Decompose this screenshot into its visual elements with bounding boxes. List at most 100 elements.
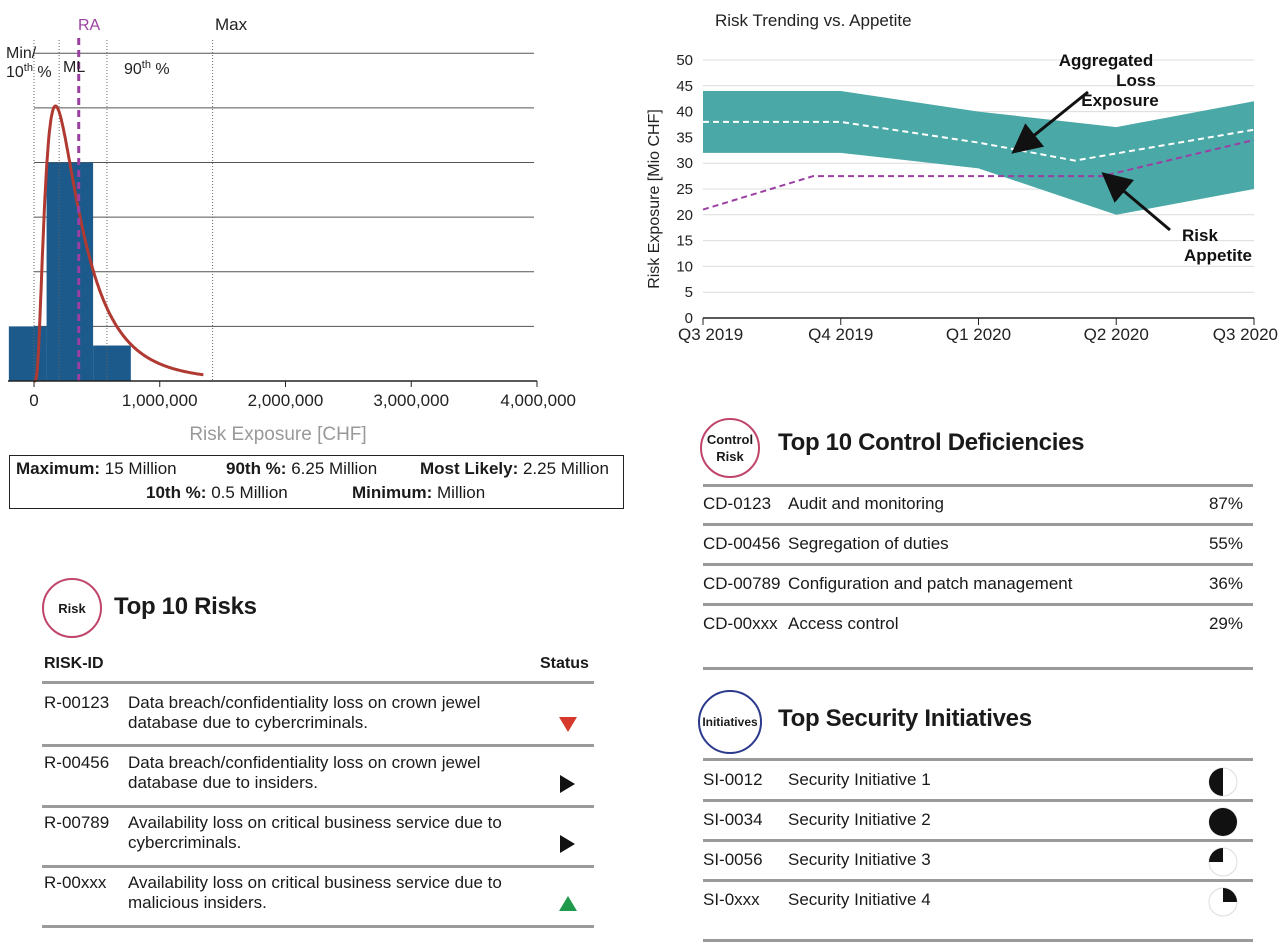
annotation-aggregated: Loss <box>1116 71 1156 90</box>
initiatives-badge: Initiatives <box>698 690 762 754</box>
divider <box>703 758 1253 761</box>
risk-id: R-00456 <box>44 753 110 772</box>
divider <box>703 523 1253 526</box>
control-risk-badge: Control Risk <box>700 418 760 478</box>
initiative-name: Security Initiative 3 <box>788 850 931 869</box>
initiative-name: Security Initiative 4 <box>788 890 931 909</box>
marker-label-min: Min/ <box>6 45 37 62</box>
divider <box>703 484 1253 487</box>
aggregated-loss-line <box>703 120 1255 162</box>
x-tick-label: Q4 2019 <box>808 325 873 344</box>
status-header: Status <box>540 655 589 672</box>
x-tick-label: 4,000,000 <box>500 391 576 410</box>
histogram-bar <box>46 162 94 381</box>
risk-description: Data breach/confidentiality loss on crow… <box>128 753 481 792</box>
risk-description: Data breach/confidentiality loss on crow… <box>128 693 481 732</box>
control-percentage: 55% <box>1208 534 1243 553</box>
density-curve <box>33 104 204 383</box>
stat-minimum: Minimum: Million <box>352 483 486 502</box>
y-tick-label: 45 <box>676 78 693 95</box>
progress-ball-icon <box>1208 847 1238 877</box>
arrow <box>1011 90 1089 154</box>
divider <box>42 681 594 684</box>
risks-title: Top 10 Risks <box>114 593 257 620</box>
x-tick-label: Q2 2020 <box>1084 325 1149 344</box>
control-id: CD-00456 <box>703 534 781 553</box>
x-tick-label: 0 <box>29 391 38 410</box>
y-tick-label: 25 <box>676 181 693 198</box>
control-name: Access control <box>788 614 899 633</box>
status-icon <box>560 835 575 853</box>
initiative-id: SI-0056 <box>703 850 763 869</box>
progress-ball-icon <box>1208 767 1238 797</box>
control-percentage: 36% <box>1208 574 1243 593</box>
exposure-band <box>703 90 1254 215</box>
marker-label-90th: 90th % <box>124 59 170 78</box>
x-tick-label: 1,000,000 <box>122 391 198 410</box>
y-tick-label: 5 <box>685 284 693 301</box>
y-tick-label: 0 <box>685 310 693 327</box>
marker-label-10th: 10th % <box>6 62 52 81</box>
stat-90th: 90th %: 6.25 Million <box>226 459 378 478</box>
marker-label-max: Max <box>215 15 248 34</box>
divider <box>703 839 1253 842</box>
y-tick-label: 50 <box>676 52 693 69</box>
divider <box>703 939 1253 942</box>
control-percentage: 87% <box>1208 494 1243 513</box>
control-name: Segregation of duties <box>788 534 949 553</box>
divider <box>703 799 1253 802</box>
y-axis-label: Risk Exposure [Mio CHF] <box>646 109 663 289</box>
y-tick-label: 40 <box>676 104 693 121</box>
y-tick-label: 35 <box>676 129 693 146</box>
trend-chart: Risk Trending vs. Appetite 0 5 10 15 20 25 30 35… <box>646 11 1278 344</box>
y-tick-label: 10 <box>676 258 693 275</box>
risk-description: Availability loss on critical business s… <box>128 873 502 912</box>
x-tick-label: 3,000,000 <box>373 391 449 410</box>
divider <box>42 744 594 747</box>
annotation-appetite: Appetite <box>1184 246 1252 265</box>
stat-most-likely: Most Likely: 2.25 Million <box>420 459 609 478</box>
initiative-id: SI-0xxx <box>703 890 760 909</box>
controls-title: Top 10 Control Deficiencies <box>778 429 1085 456</box>
status-icon <box>560 775 575 793</box>
divider <box>42 925 594 928</box>
risk-description: Availability loss on critical business s… <box>128 813 502 852</box>
y-tick-label: 15 <box>676 233 693 250</box>
x-tick-label: 2,000,000 <box>248 391 324 410</box>
stat-maximum: Maximum: 15 Million <box>16 459 177 478</box>
arrow <box>1101 172 1171 232</box>
y-tick-label: 20 <box>676 207 693 224</box>
marker-label-ml: ML <box>63 59 85 76</box>
histogram-bar <box>93 345 131 381</box>
stat-10th: 10th %: 0.5 Million <box>146 483 288 502</box>
risk-badge: Risk <box>42 578 102 638</box>
initiative-id: SI-0012 <box>703 770 763 789</box>
x-tick-label: Q1 2020 <box>946 325 1011 344</box>
trend-title: Risk Trending vs. Appetite <box>715 11 912 30</box>
stats-box: Maximum: 15 Million 90th %: 6.25 Million… <box>9 455 624 509</box>
divider <box>703 603 1253 606</box>
divider <box>703 667 1253 670</box>
x-tick-label: Q3 2020 <box>1213 325 1278 344</box>
control-name: Configuration and patch management <box>788 574 1073 593</box>
y-tick-label: 30 <box>676 155 693 172</box>
control-percentage: 29% <box>1208 614 1243 633</box>
status-icon <box>559 717 577 732</box>
status-icon <box>559 896 577 911</box>
initiatives-title: Top Security Initiatives <box>778 705 1032 732</box>
progress-ball-icon <box>1208 887 1238 917</box>
distribution-chart: 0 1,000,000 2,000,000 3,000,000 4,000,000 Ris… <box>6 15 576 445</box>
x-tick-label: Q3 2019 <box>678 325 743 344</box>
divider <box>42 805 594 808</box>
risk-id: R-00xxx <box>44 873 107 892</box>
annotation-appetite: Risk <box>1182 226 1218 245</box>
initiative-id: SI-0034 <box>703 810 763 829</box>
control-name: Audit and monitoring <box>788 494 944 513</box>
divider <box>42 865 594 868</box>
initiative-name: Security Initiative 1 <box>788 770 931 789</box>
risk-appetite-line <box>702 139 1255 211</box>
risk-id-header: RISK-ID <box>44 655 104 672</box>
x-axis-label: Risk Exposure [CHF] <box>189 424 366 445</box>
divider <box>703 563 1253 566</box>
control-id: CD-0123 <box>703 494 772 513</box>
